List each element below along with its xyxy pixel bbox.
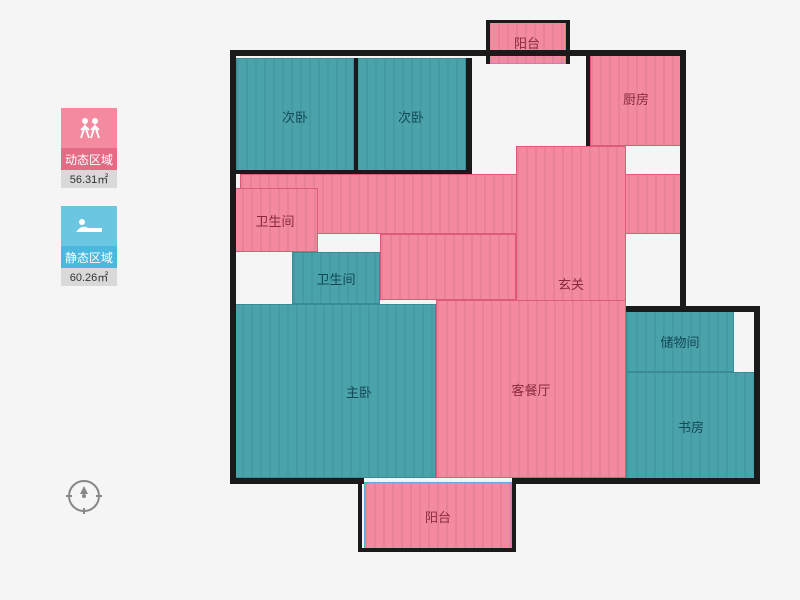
wall-segment: [230, 50, 236, 480]
legend-dynamic: 动态区域 56.31㎡: [56, 108, 122, 188]
people-icon: [61, 108, 117, 148]
room-label: 次卧: [398, 107, 424, 126]
room-storage: 储物间: [626, 310, 734, 372]
room-master: 主卧: [232, 304, 436, 478]
wall-segment: [680, 50, 686, 306]
wall-segment: [626, 306, 760, 312]
legend-static: 静态区域 60.26㎡: [56, 206, 122, 286]
room-study: 书房: [626, 372, 756, 480]
wall-segment: [566, 20, 570, 64]
wall-segment: [486, 20, 570, 23]
wall-segment: [512, 482, 516, 550]
wall-segment: [230, 50, 686, 56]
room-corridor-mid: [380, 234, 516, 300]
room-bedroom2-left: 次卧: [236, 58, 354, 174]
room-label: 阳台: [514, 33, 540, 52]
room-label: 客餐厅: [511, 380, 550, 399]
room-label: 厨房: [623, 89, 649, 108]
room-label: 主卧: [296, 382, 372, 401]
rest-icon: [61, 206, 117, 246]
compass-icon: [68, 480, 100, 512]
room-bath2: 卫生间: [292, 252, 380, 304]
wall-segment: [358, 482, 362, 550]
room-balcony-top: 阳台: [488, 20, 566, 64]
wall-segment: [358, 548, 516, 552]
legend-dynamic-label: 动态区域: [61, 148, 117, 170]
wall-segment: [486, 20, 490, 64]
room-label: 卫生间: [255, 211, 294, 230]
room-kitchen: 厨房: [590, 50, 682, 146]
wall-segment: [354, 58, 358, 174]
room-bath1: 卫生间: [232, 188, 318, 252]
wall-segment: [236, 170, 468, 174]
room-label: 储物间: [660, 332, 699, 351]
wall-segment: [754, 306, 760, 482]
room-balcony-bottom: 阳台: [364, 482, 512, 550]
room-label: 次卧: [282, 107, 308, 126]
wall-segment: [230, 478, 364, 484]
room-bedroom2-right: 次卧: [356, 58, 466, 174]
wall-segment: [626, 478, 760, 484]
legend-static-value: 60.26㎡: [61, 268, 117, 286]
wall-segment: [586, 50, 590, 146]
floorplan: 阳台次卧次卧厨房卫生间卫生间玄关主卧客餐厅储物间书房阳台: [190, 20, 770, 580]
room-label: 卫生间: [316, 269, 355, 288]
room-living: 客餐厅: [436, 300, 626, 478]
room-label: 阳台: [425, 507, 451, 526]
legend-panel: 动态区域 56.31㎡ 静态区域 60.26㎡: [56, 108, 122, 304]
wall-segment: [512, 478, 630, 484]
legend-static-label: 静态区域: [61, 246, 117, 268]
legend-dynamic-value: 56.31㎡: [61, 170, 117, 188]
room-label: 书房: [678, 417, 704, 436]
wall-segment: [466, 58, 472, 174]
